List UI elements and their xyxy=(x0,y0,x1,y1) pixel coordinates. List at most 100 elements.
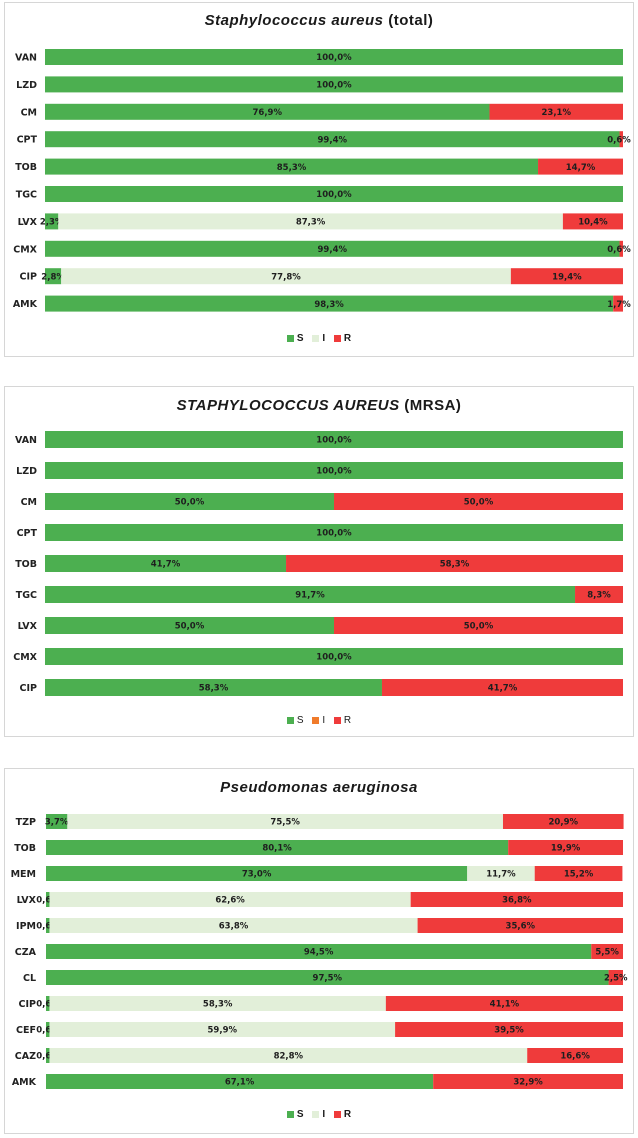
legend-item-i: I xyxy=(312,333,325,344)
data-label: 100,0% xyxy=(316,81,352,91)
legend-label-s: S xyxy=(296,333,304,344)
bar-segment-r xyxy=(385,996,623,1011)
category-label: CEF xyxy=(16,1025,36,1036)
data-label: 100,0% xyxy=(316,53,352,63)
category-label: VAN xyxy=(15,435,37,446)
legend-item-s: S xyxy=(286,333,304,344)
data-label: 99,4% xyxy=(318,245,348,255)
data-label: 35,6% xyxy=(506,922,536,932)
data-label: 11,7% xyxy=(486,870,516,880)
legend-label-i: I xyxy=(322,1109,326,1120)
category-label: IPM xyxy=(16,921,36,932)
bar-segment-r xyxy=(417,918,623,933)
category-label: TOB xyxy=(15,162,37,173)
category-label: AMK xyxy=(12,1077,37,1088)
bar-segment-i xyxy=(49,892,411,907)
data-label: 50,0% xyxy=(464,498,494,508)
bar-segment-r xyxy=(608,970,623,985)
data-label: 87,3% xyxy=(296,218,326,228)
data-label: 58,3% xyxy=(440,560,470,570)
data-label: 0,6% xyxy=(36,1052,60,1062)
data-label: 3,7% xyxy=(45,818,69,828)
legend-item-s: S xyxy=(286,715,304,726)
chart-title: Pseudomonas aeruginosa xyxy=(5,779,633,796)
legend-swatch-i xyxy=(312,1111,320,1118)
category-label: LZD xyxy=(16,80,37,91)
category-label: CIP xyxy=(19,999,37,1010)
category-label: CPT xyxy=(17,528,38,539)
bar-segment-s xyxy=(46,970,609,985)
data-label: 14,7% xyxy=(566,163,596,173)
category-label: TGC xyxy=(16,590,37,601)
data-label: 77,8% xyxy=(271,272,301,282)
bar-segment-s xyxy=(46,996,50,1011)
bar-segment-s xyxy=(45,103,490,120)
legend-item-i: I xyxy=(312,1109,325,1120)
chart-title-organism: Pseudomonas aeruginosa xyxy=(220,779,418,796)
bar-segment-s xyxy=(45,295,614,312)
data-label: 0,6% xyxy=(607,245,631,255)
chart-title-suffix: (MRSA) xyxy=(399,397,462,414)
data-label: 0,6% xyxy=(36,1000,60,1010)
bar-segment-s xyxy=(45,268,62,285)
data-label: 50,0% xyxy=(464,622,494,632)
bar-segment-i xyxy=(49,918,418,933)
data-label: 50,0% xyxy=(175,622,205,632)
bar-segment-r xyxy=(334,493,623,510)
bar-segment-s xyxy=(45,49,623,65)
category-label: CMX xyxy=(13,652,37,663)
bar-segment-s xyxy=(46,814,68,829)
bar-segment-s xyxy=(46,918,50,933)
data-label: 58,3% xyxy=(203,1000,233,1010)
bar-chart-svg: TZP 3,7% 75,5% 20,9% TOB 80,1% 19,9% MEM 73,0% 11… xyxy=(11,814,628,1089)
data-label: 39,5% xyxy=(494,1026,524,1036)
bar-segment-r xyxy=(619,131,623,148)
data-label: 8,3% xyxy=(587,591,611,601)
legend-item-s: S xyxy=(286,1109,304,1120)
chart-legend: S I R xyxy=(5,1109,633,1120)
bar-segment-s xyxy=(46,840,509,855)
legend-item-r: R xyxy=(333,715,351,726)
category-label: CM xyxy=(21,107,37,118)
bar-segment-i xyxy=(49,1022,396,1037)
bar-segment-r xyxy=(619,240,623,257)
legend-swatch-r xyxy=(333,335,341,342)
bar-segment-s xyxy=(45,158,539,175)
bar-segment-r xyxy=(510,268,623,285)
data-label: 32,9% xyxy=(513,1078,543,1088)
legend-label-i: I xyxy=(322,333,326,344)
data-label: 19,4% xyxy=(552,272,582,282)
legend-label-r: R xyxy=(343,333,352,344)
bar-segment-s xyxy=(45,240,620,257)
legend-swatch-i xyxy=(312,335,320,342)
data-label: 73,0% xyxy=(242,870,272,880)
chart-panel-pseudomonas: Pseudomonas aeruginosa TZP 3,7% 75,5% 20,9%… xyxy=(4,768,634,1134)
chart-title-organism: Staphylococcus aureus xyxy=(204,12,384,29)
category-label: CL xyxy=(23,973,36,984)
data-label: 58,3% xyxy=(199,684,229,694)
data-label: 41,7% xyxy=(151,560,181,570)
category-label: CMX xyxy=(13,244,37,255)
category-label: CIP xyxy=(20,272,38,283)
data-label: 2,3% xyxy=(40,218,64,228)
bar-segment-s xyxy=(45,431,623,448)
bar-segment-s xyxy=(46,866,468,881)
bar-segment-s xyxy=(45,648,623,665)
data-label: 2,5% xyxy=(604,974,628,984)
legend-item-r: R xyxy=(333,1109,351,1120)
legend-swatch-r xyxy=(333,717,341,724)
bar-segment-s xyxy=(45,555,287,572)
bar-segment-r xyxy=(395,1022,623,1037)
category-label: LZD xyxy=(16,466,37,477)
data-label: 23,1% xyxy=(541,108,571,118)
data-label: 100,0% xyxy=(316,436,352,446)
data-label: 76,9% xyxy=(252,108,282,118)
bar-segment-r xyxy=(502,814,624,829)
category-label: CPT xyxy=(17,135,38,146)
legend-label-s: S xyxy=(296,715,304,726)
chart-panel-sa-mrsa: STAPHYLOCOCCUS AUREUS (MRSA) VAN 100,0% LZ… xyxy=(4,386,634,737)
bar-segment-i xyxy=(467,866,535,881)
legend-swatch-s xyxy=(286,1111,294,1118)
data-label: 82,8% xyxy=(274,1052,304,1062)
category-label: TOB xyxy=(14,843,36,854)
